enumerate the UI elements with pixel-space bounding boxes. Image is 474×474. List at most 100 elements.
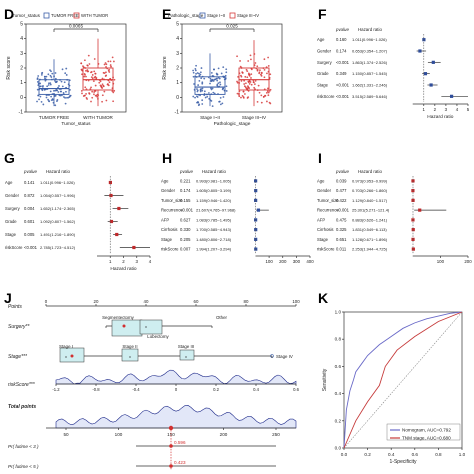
data-point-d [41,89,44,92]
risk-tick-label-5: 0.4 [253,387,259,392]
row-hr-text-h-1: 1.605(0.805~3.199) [196,188,232,193]
row-label-i-1: Gender [317,188,332,193]
data-point-e [219,81,221,84]
data-point-e [198,79,201,82]
data-point-e [266,72,268,75]
row-hr-text-i-2: 1.129(0.840~1.517) [352,198,388,203]
x-tick-label-f-1: 2 [434,107,437,112]
stage-option-0: Stage I [59,344,73,349]
roc-series-line-1 [343,311,463,449]
row-pvalue-h-4: 0.627 [180,217,191,222]
row-label-i-7: riskScore [317,247,335,252]
data-point-d [96,95,99,98]
data-point-d [53,89,55,92]
data-point-d [91,77,94,80]
points-tick-label-1: 20 [94,299,99,304]
data-point-d [92,80,95,83]
data-point-e [209,82,211,85]
data-point-d [84,86,87,89]
data-point-d [49,83,52,86]
row-hr-text-i-1: 0.703(0.266~1.860) [352,188,388,193]
row-pvalue-g-5: <0.001 [24,245,38,250]
data-point-d [42,103,45,106]
y-tick-label-d-6: 5 [20,22,23,28]
data-point-e [238,95,241,98]
data-point-e [236,92,239,95]
data-point-d [50,76,53,78]
data-point-d [63,81,66,84]
data-point-e [207,92,210,94]
risk-density-curve [55,369,297,385]
row-label-g-1: Gender [5,193,20,198]
row-pvalue-i-3: <0.001 [336,208,350,213]
data-point-e [241,94,244,97]
x-tick-label-f-3: 4 [456,107,459,112]
x-tick-label-f-0: 1 [423,107,426,112]
data-point-d [111,90,114,93]
data-point-e [196,90,199,93]
roc-frame [343,311,463,449]
legend-label-e-1: Stage III~IV [237,13,259,18]
stage-option-2: Stage III [178,344,194,349]
data-point-e [221,102,224,105]
data-point-e [245,68,248,71]
data-point-e [211,74,214,77]
data-point-e [263,68,266,71]
y-tick-label-e-2: 1 [176,80,179,86]
data-point-d [41,71,44,74]
total-tick-label-1: 100 [115,432,123,437]
data-point-d [39,82,42,85]
data-point-d [64,102,67,105]
data-point-d [99,80,102,83]
x-tick-label-e-0: Stage I~II [200,115,220,120]
x-tick-label-h-1: 200 [279,259,287,264]
row-label-f-3: Grade [317,71,329,76]
data-point-e [244,75,247,78]
data-point-d [69,95,71,97]
row-hr-text-f-0: 1.011(0.996~1.026) [352,37,387,42]
data-point-d [113,78,116,81]
data-point-e [216,83,219,86]
data-point-d [65,67,68,70]
data-point-d [54,77,57,80]
data-point-e [267,65,270,67]
row-pvalue-h-1: 0.174 [180,188,191,193]
data-point-d [67,96,70,99]
data-point-e [267,91,270,94]
col-header-pvalue-f: pvalue [335,27,349,32]
p2-value: 0.423 [174,460,186,465]
data-point-d [109,64,112,66]
data-point-e [248,83,251,85]
data-point-d [87,70,90,73]
data-point-e [199,73,202,76]
data-point-d [90,86,92,89]
x-tick-label-h-2: 300 [293,259,301,264]
data-point-e [213,78,216,81]
stage-option-1: Stage II [122,344,137,349]
data-point-d [47,73,50,76]
data-point-d [36,78,39,81]
row-pvalue-g-4: 0.005 [24,232,35,237]
data-point-e [209,77,212,80]
data-point-e [254,80,257,82]
row-pvalue-f-3: 0.349 [336,71,347,76]
points-tick-label-0: 0 [45,299,48,304]
data-point-e [194,96,196,99]
row-label-i-0: Age [317,178,325,183]
data-point-d [50,70,52,73]
data-point-e [263,58,266,61]
data-point-e [267,87,269,90]
data-point-d [109,77,112,80]
data-point-d [83,75,86,78]
stage-option-3: Stage IV [276,354,293,359]
legend-title-e: Pathologic_stage [168,13,204,18]
roc-y-tick-label-1: 0.2 [335,418,342,423]
data-point-e [192,95,195,98]
points-tick-label-3: 60 [194,299,199,304]
y-tick-label-e-6: 5 [176,22,179,28]
points-tick-label-2: 40 [144,299,149,304]
row-pvalue-i-5: 0.325 [336,227,347,232]
surgery-selected-marker [122,324,126,328]
data-point-e [201,103,204,105]
row-pvalue-h-7: 0.007 [180,247,191,252]
